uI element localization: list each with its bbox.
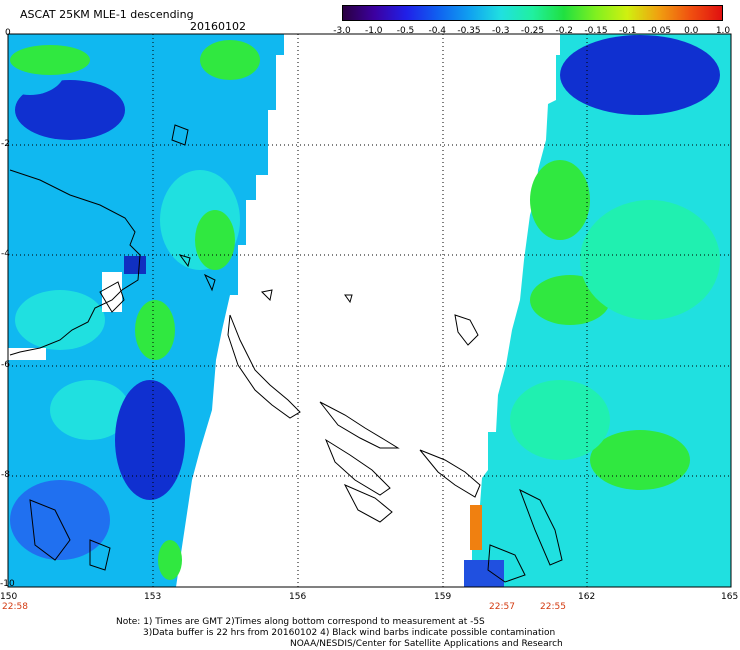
coastline-island [454, 314, 479, 346]
swath-cell [124, 256, 146, 274]
note-line: Note: 1) Times are GMT 2)Times along bot… [116, 617, 485, 627]
color-scale-label: -0.35 [457, 26, 481, 36]
swath-blob [580, 200, 720, 320]
coastline-island [203, 273, 216, 292]
swath-right [464, 34, 731, 587]
swath-blob [590, 430, 690, 490]
color-scale-gradient [343, 6, 722, 20]
swath-gap [8, 348, 46, 360]
swath-blob [135, 300, 175, 360]
note-line: NOAA/NESDIS/Center for Satellite Applica… [290, 639, 563, 649]
color-scale-label: -0.25 [520, 26, 545, 36]
lon-label: 165 [721, 592, 739, 602]
lon-label: 153 [144, 592, 162, 602]
coastline-guadalcanal [343, 483, 393, 523]
color-scale-label: -0.3 [491, 26, 510, 36]
swath-blob [115, 380, 185, 500]
coastline-malaita [419, 449, 481, 498]
coastline-island [519, 488, 563, 566]
swath-blob [50, 380, 130, 440]
coastline-island [344, 294, 353, 304]
lon-label: 162 [578, 592, 596, 602]
swath-blob [530, 160, 590, 240]
map-frame [7, 33, 732, 588]
lat-label: 0 [5, 28, 11, 38]
color-scale-label: -0.1 [618, 26, 637, 36]
coastline-island [29, 499, 71, 561]
pass-time: 22:55 [540, 602, 566, 612]
swath-blob [10, 45, 90, 75]
coastline-island [89, 539, 111, 571]
color-scale-label: -1.0 [364, 26, 383, 36]
coastline-isabel [324, 438, 391, 496]
swath-left [8, 34, 284, 587]
swath-cell [470, 505, 482, 550]
lat-label: -6 [1, 360, 10, 370]
swath-blob [560, 35, 720, 115]
coastline-island [99, 281, 125, 313]
lat-label: -8 [1, 470, 10, 480]
color-scale-label: 0.0 [684, 26, 699, 36]
swath-gap [102, 272, 122, 312]
swath-blob [158, 540, 182, 580]
pass-time: 22:57 [489, 602, 515, 612]
color-scale-label: -0.2 [555, 26, 574, 36]
color-scale-label: 1.0 [715, 26, 731, 36]
color-scale-bar [342, 5, 723, 21]
lat-label: -4 [1, 249, 10, 259]
lon-label: 156 [289, 592, 307, 602]
coastline-makira [487, 544, 526, 583]
lon-label: 159 [434, 592, 452, 602]
swath-blob [15, 80, 125, 140]
color-scale-label: -3.0 [333, 26, 351, 36]
swath-blob [510, 380, 610, 460]
lat-label: -10 [0, 579, 15, 589]
coastline-new-britain [9, 169, 141, 356]
swath-blob [480, 480, 560, 560]
lon-label: 150 [0, 592, 18, 602]
pass-time: 22:58 [2, 602, 28, 612]
color-scale-label: -0.15 [584, 26, 608, 36]
lat-label: -2 [1, 139, 10, 149]
color-scale-label: -0.05 [647, 26, 672, 36]
coastline-bougainville [227, 314, 301, 419]
product-title: ASCAT 25KM MLE-1 descending [20, 8, 194, 21]
swath-cell [464, 560, 504, 587]
swath-blob [200, 40, 260, 80]
coastline-choiseul [319, 401, 400, 449]
coastline-island [178, 254, 191, 268]
color-scale-label: -0.5 [396, 26, 415, 36]
swath-blob [195, 210, 235, 270]
note-line: 3)Data buffer is 22 hrs from 20160102 4)… [143, 628, 556, 638]
swath-blob [15, 290, 105, 350]
product-date: 20160102 [190, 20, 246, 33]
color-scale-label: -0.4 [428, 26, 447, 36]
coastline-island [260, 289, 273, 302]
graticule [8, 34, 731, 587]
